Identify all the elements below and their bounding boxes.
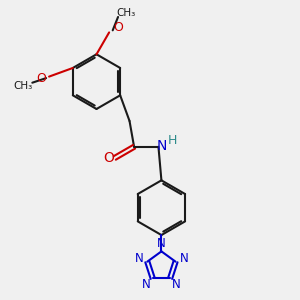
Text: N: N [135, 252, 143, 265]
Text: O: O [36, 73, 46, 85]
Text: N: N [142, 278, 151, 291]
Text: N: N [156, 139, 167, 153]
Text: O: O [114, 21, 124, 34]
Text: CH₃: CH₃ [13, 81, 32, 91]
Text: CH₃: CH₃ [117, 8, 136, 18]
Text: N: N [179, 252, 188, 265]
Text: H: H [167, 134, 177, 147]
Text: O: O [103, 151, 114, 165]
Text: N: N [157, 237, 166, 250]
Text: N: N [172, 278, 181, 291]
